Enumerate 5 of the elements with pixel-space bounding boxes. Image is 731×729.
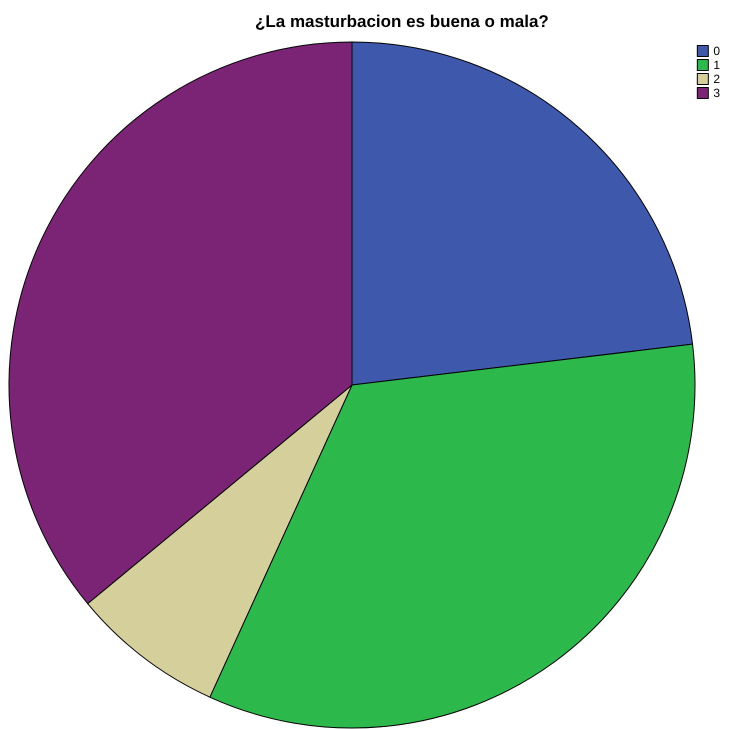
legend-label: 2 (713, 72, 720, 86)
chart-title: ¿La masturbacion es buena o mala? (255, 12, 549, 31)
legend-label: 1 (713, 58, 720, 72)
legend-label: 0 (713, 44, 720, 58)
legend-label: 3 (713, 86, 720, 100)
